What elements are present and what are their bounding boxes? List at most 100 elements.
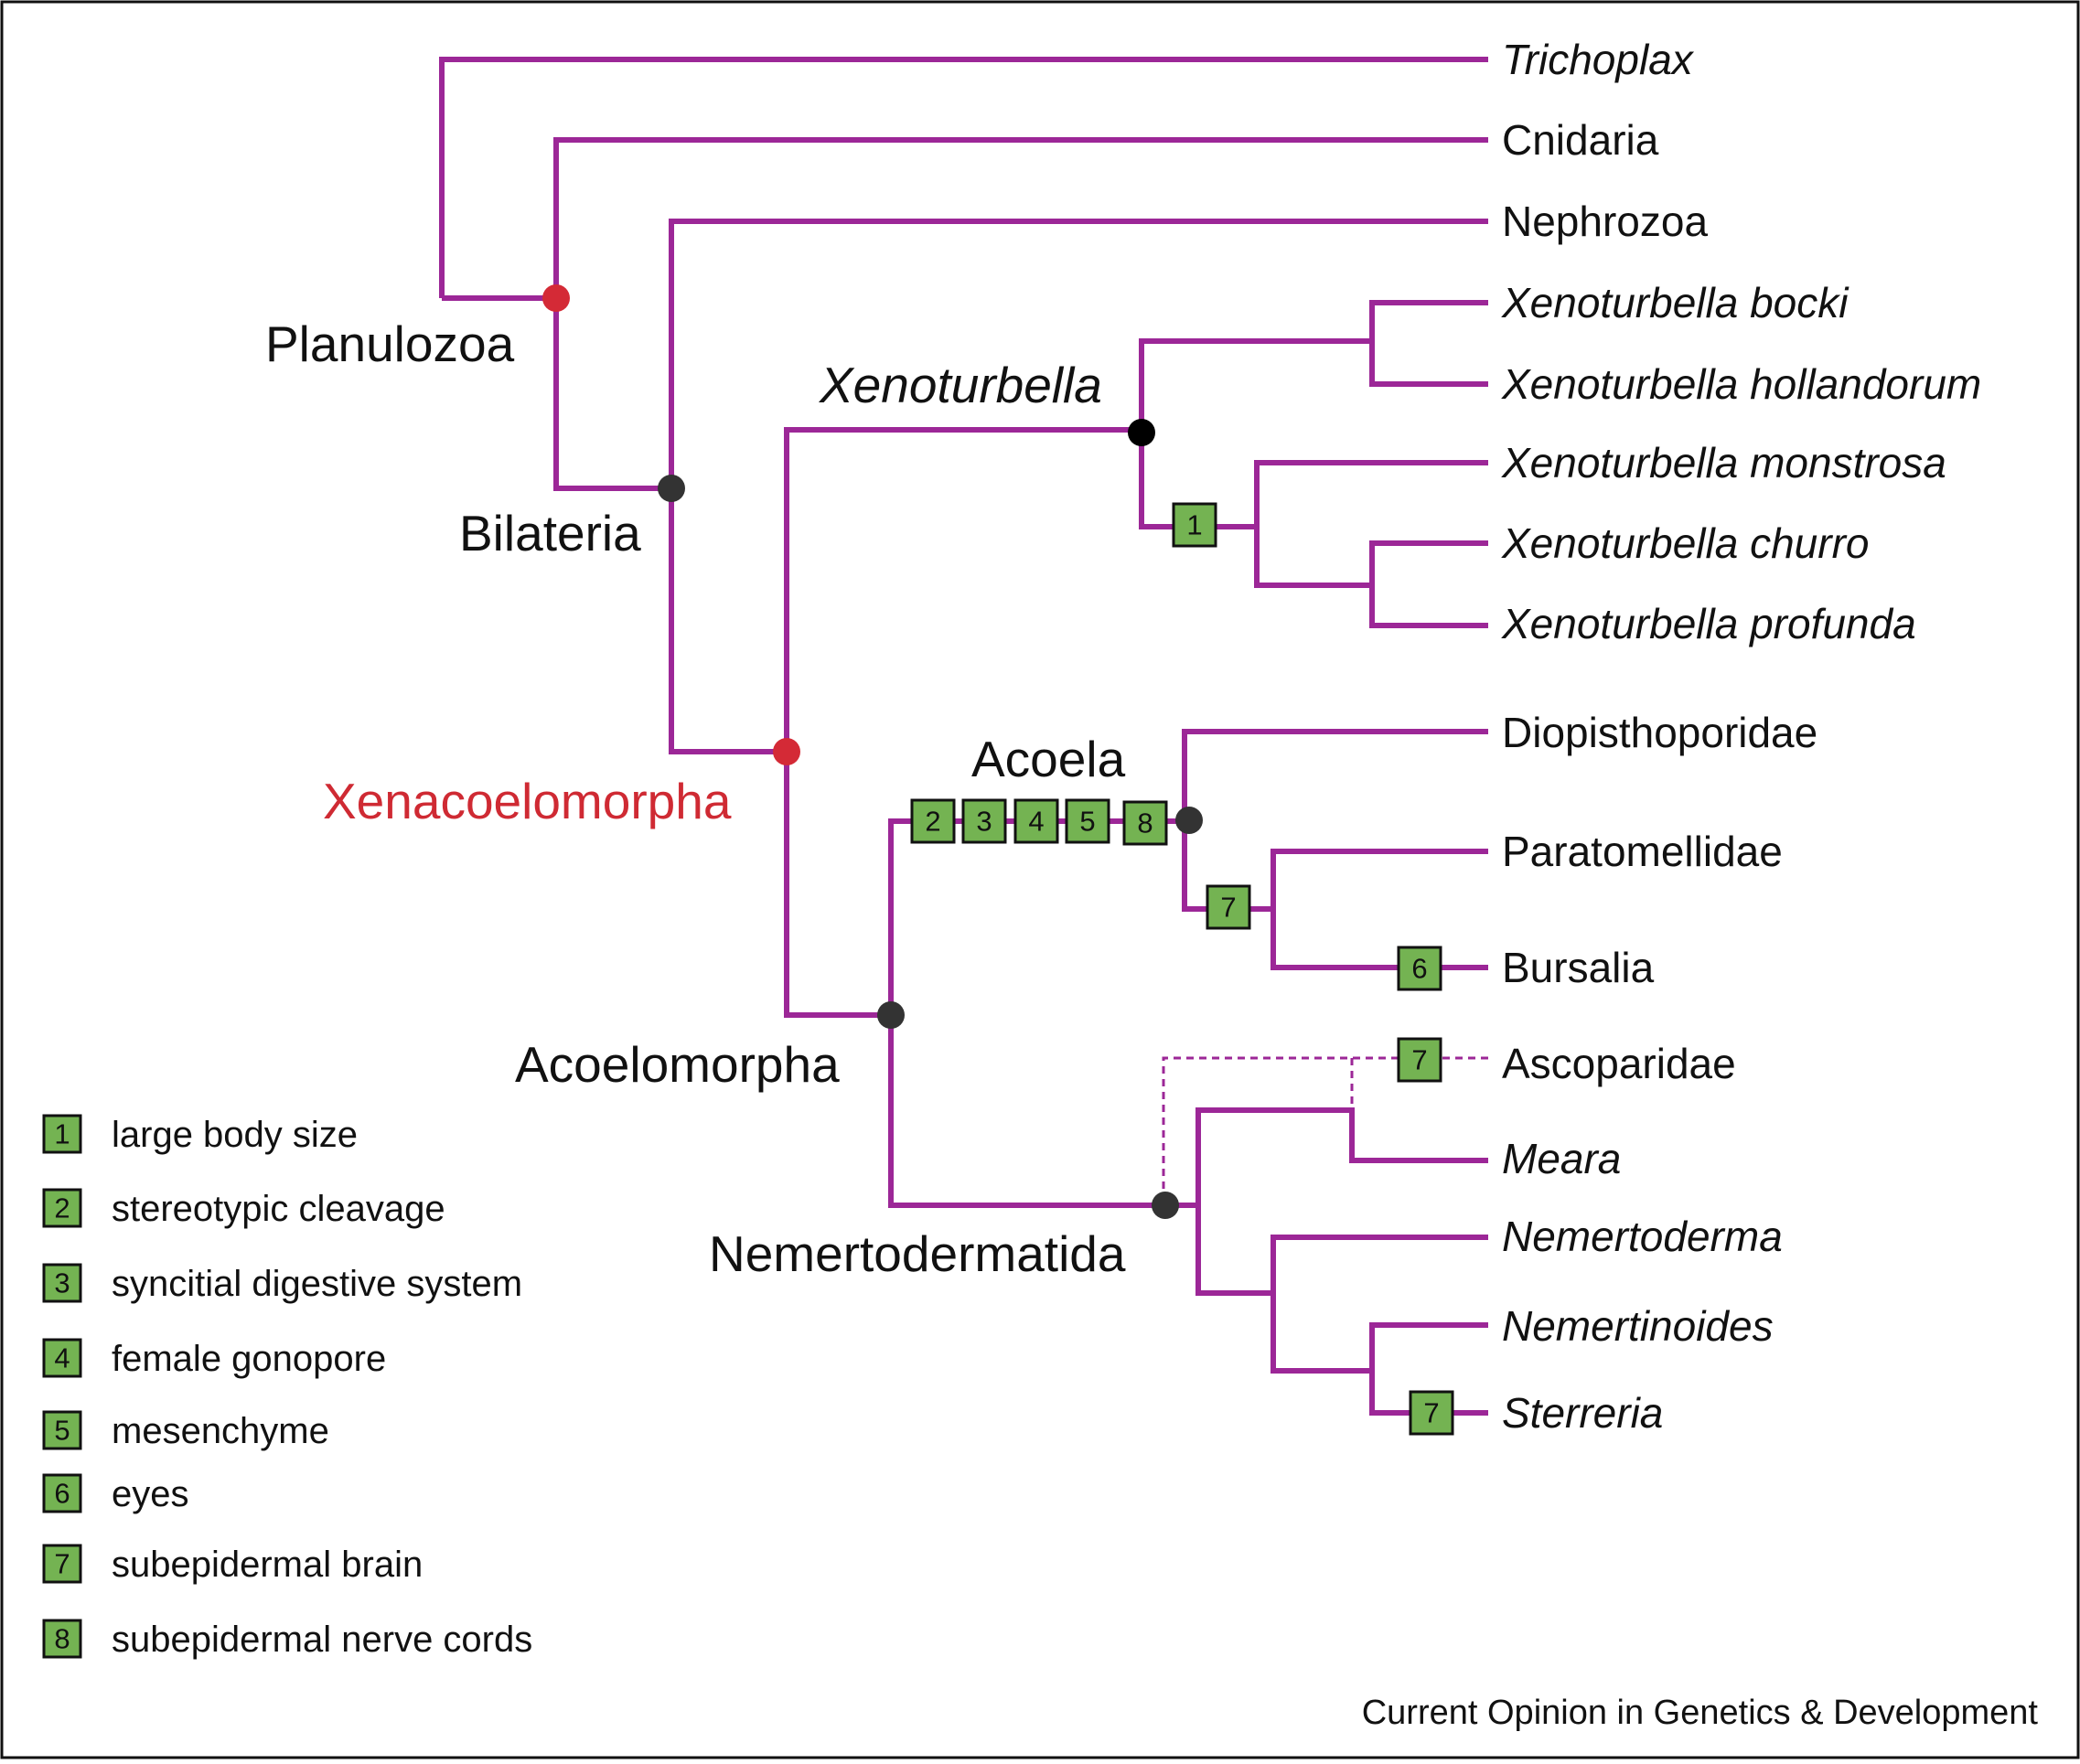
branch-nephrozoa — [669, 219, 1488, 488]
box-1-number: 1 — [1186, 509, 1202, 541]
legend-label: female gonopore — [112, 1339, 386, 1379]
legend-item: 3 syncitial digestive system — [42, 1263, 522, 1304]
legend-label: subepidermal brain — [112, 1545, 423, 1585]
clade-xenoturbella: Xenoturbella — [818, 357, 1102, 413]
branch-nemertodermatida-stem — [888, 1015, 1167, 1208]
taxon-xenoturbella-profunda: Xenoturbella profunda — [1501, 600, 1916, 647]
branch-xeno-upper — [1139, 338, 1372, 430]
branch-acoelomorpha-stem — [784, 752, 891, 1018]
box-4-number: 4 — [1028, 806, 1044, 838]
branch-nemertoderma — [1271, 1235, 1488, 1293]
legend-number: 4 — [54, 1342, 70, 1374]
node-nemertodermatida — [1152, 1192, 1179, 1219]
box-7-sterreria-number: 7 — [1423, 1397, 1439, 1429]
clade-acoela: Acoela — [971, 731, 1126, 787]
legend-item: 4 female gonopore — [42, 1338, 386, 1379]
branch-xeno-churro — [1369, 540, 1488, 585]
branch-xeno-lower — [1139, 430, 1257, 529]
journal-credit: Current Opinion in Genetics & Developmen… — [1362, 1694, 2039, 1732]
legend-number: 6 — [54, 1478, 70, 1510]
branch-xeno-profunda — [1369, 585, 1488, 628]
clade-acoelomorpha: Acoelomorpha — [515, 1036, 840, 1093]
box-7-acoela-number: 7 — [1220, 892, 1236, 924]
taxon-xenoturbella-monstrosa: Xenoturbella monstrosa — [1501, 439, 1946, 486]
branch-xeno-monstrosa — [1254, 460, 1488, 527]
taxon-xenoturbella-bocki: Xenoturbella bocki — [1501, 279, 1849, 326]
box-7-acoela: 7 — [1206, 884, 1251, 930]
legend-item: 7 subepidermal brain — [42, 1544, 423, 1585]
taxon-nemertoderma: Nemertoderma — [1502, 1213, 1783, 1260]
legend-number: 2 — [54, 1192, 70, 1224]
branch-meara-group — [1195, 1107, 1488, 1205]
node-planulozoa — [542, 284, 570, 312]
clade-bilateria: Bilateria — [459, 505, 641, 561]
legend: 1 large body size 2 stereotypic cleavage… — [42, 1114, 532, 1660]
taxon-bursalia: Bursalia — [1502, 944, 1655, 991]
taxon-ascoparidae: Ascoparidae — [1502, 1040, 1736, 1087]
taxon-paratomellidae: Paratomellidae — [1502, 828, 1783, 875]
taxon-nemertinoides: Nemertinoides — [1502, 1302, 1774, 1350]
branch-nemertoderma-group — [1195, 1205, 1273, 1296]
box-6-bursalia: 6 — [1397, 946, 1442, 991]
dashed-branches — [1162, 1056, 1488, 1189]
box-8-number: 8 — [1137, 807, 1153, 839]
branch-acoela-stem — [888, 818, 1189, 1015]
legend-label: stereotypic cleavage — [112, 1189, 445, 1229]
taxon-trichoplax: Trichoplax — [1502, 36, 1695, 83]
legend-item: 5 mesenchyme — [42, 1410, 329, 1451]
tree-branches — [439, 57, 1488, 1416]
clade-xenacoelomorpha: Xenacoelomorpha — [323, 773, 732, 829]
legend-label: syncitial digestive system — [112, 1264, 522, 1304]
branch-ascoparidae-dashed — [1162, 1056, 1488, 1189]
legend-item: 2 stereotypic cleavage — [42, 1188, 445, 1229]
node-acoela — [1175, 807, 1203, 834]
box-4: 4 — [1013, 798, 1059, 844]
branch-xeno-churro-profunda — [1254, 527, 1372, 588]
legend-number: 3 — [54, 1267, 70, 1299]
branch-xeno-hollandorum — [1369, 341, 1488, 387]
branch-bilateria-stem — [553, 298, 671, 491]
branch-nemertinoides — [1369, 1322, 1488, 1371]
box-5: 5 — [1065, 798, 1110, 844]
legend-label: mesenchyme — [112, 1411, 329, 1451]
legend-number: 7 — [54, 1548, 70, 1580]
branch-trichoplax — [439, 57, 1488, 298]
branch-bursalia — [1271, 909, 1488, 970]
box-6-number: 6 — [1411, 953, 1427, 985]
node-xenoturbella — [1128, 419, 1155, 446]
taxon-sterreria: Sterreria — [1502, 1389, 1663, 1437]
box-2: 2 — [910, 798, 956, 844]
branch-xenoturbella-stem — [784, 427, 1142, 752]
taxon-xenoturbella-hollandorum: Xenoturbella hollandorum — [1501, 360, 1981, 408]
branch-paratomellidae — [1271, 849, 1488, 909]
taxon-nephrozoa: Nephrozoa — [1502, 198, 1708, 245]
box-2-number: 2 — [925, 806, 940, 838]
box-7-ascoparidae-number: 7 — [1411, 1044, 1427, 1076]
box-1: 1 — [1172, 502, 1217, 548]
legend-number: 8 — [54, 1623, 70, 1655]
box-3-number: 3 — [976, 806, 992, 838]
box-8: 8 — [1122, 800, 1168, 846]
legend-item: 6 eyes — [42, 1473, 189, 1514]
legend-label: subepidermal nerve cords — [112, 1620, 532, 1660]
node-acoelomorpha — [877, 1001, 905, 1029]
legend-item: 1 large body size — [42, 1114, 358, 1155]
box-7-ascoparidae: 7 — [1397, 1037, 1442, 1083]
clade-planulozoa: Planulozoa — [265, 315, 515, 372]
node-bilateria — [658, 475, 685, 502]
branch-cnidaria — [553, 137, 1488, 298]
taxon-cnidaria: Cnidaria — [1502, 116, 1659, 164]
branch-xenacoelomorpha-stem — [669, 488, 787, 754]
node-xenacoelomorpha — [773, 738, 800, 765]
branch-nemertinoides-sterreria — [1271, 1293, 1372, 1374]
branch-xeno-bocki — [1369, 300, 1488, 341]
legend-item: 8 subepidermal nerve cords — [42, 1619, 532, 1660]
branch-diopisthoporidae — [1182, 729, 1488, 821]
taxon-xenoturbella-churro: Xenoturbella churro — [1501, 519, 1869, 567]
taxon-diopisthoporidae: Diopisthoporidae — [1502, 709, 1817, 756]
taxon-meara: Meara — [1502, 1135, 1621, 1182]
legend-label: eyes — [112, 1474, 189, 1514]
